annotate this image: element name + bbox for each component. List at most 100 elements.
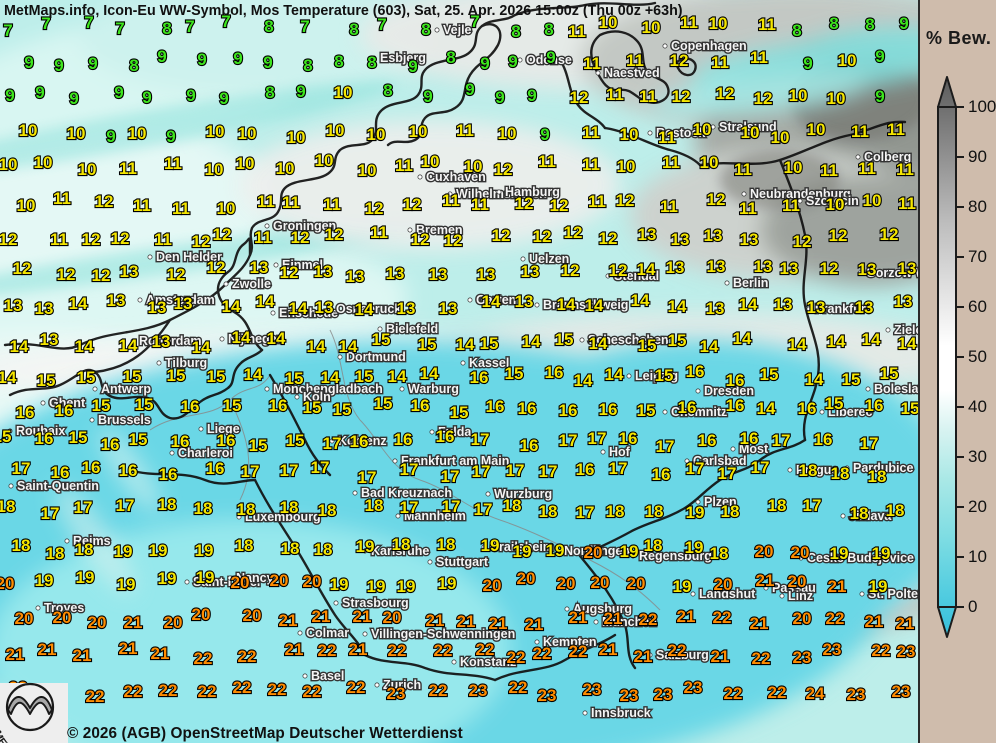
svg-text:11: 11 [568,22,586,41]
svg-text:17: 17 [74,498,93,517]
svg-text:14: 14 [757,399,776,418]
svg-text:13: 13 [40,330,59,349]
svg-text:18: 18 [235,536,254,555]
svg-text:22: 22 [826,609,845,628]
svg-text:12: 12 [13,259,32,278]
svg-text:15: 15 [0,427,11,446]
svg-text:11: 11 [887,120,905,139]
svg-text:Linz: Linz [788,589,813,603]
svg-text:13: 13 [707,257,726,276]
svg-text:18: 18 [710,544,729,563]
svg-text:7: 7 [185,17,194,36]
svg-text:16: 16 [545,363,564,382]
svg-text:7: 7 [300,17,309,36]
svg-text:17: 17 [12,459,31,478]
svg-text:8: 8 [367,53,376,72]
svg-text:17: 17 [559,431,578,450]
svg-text:12: 12 [325,225,344,244]
svg-text:9: 9 [142,88,151,107]
svg-text:11: 11 [658,128,676,147]
svg-text:17: 17 [41,504,60,523]
svg-text:9: 9 [35,83,44,102]
svg-text:7: 7 [3,21,12,40]
svg-text:22: 22 [724,684,743,703]
svg-text:10: 10 [19,121,38,140]
svg-text:11: 11 [538,152,556,171]
svg-text:10: 10 [238,124,257,143]
svg-text:8: 8 [303,56,312,75]
svg-text:20: 20 [0,574,14,593]
svg-text:13: 13 [754,257,773,276]
svg-text:19: 19 [149,541,168,560]
svg-text:12: 12 [365,199,384,218]
svg-text:17: 17 [280,461,299,480]
svg-text:9: 9 [233,49,242,68]
svg-text:15: 15 [505,364,524,383]
svg-text:13: 13 [429,265,448,284]
svg-text:11: 11 [898,194,916,213]
svg-text:11: 11 [582,123,600,142]
svg-text:19: 19 [196,568,215,587]
svg-text:17: 17 [772,431,791,450]
svg-text:20: 20 [15,609,34,628]
svg-text:10: 10 [693,120,712,139]
svg-text:19: 19 [367,577,386,596]
svg-text:17: 17 [718,464,737,483]
svg-text:18: 18 [237,500,256,519]
svg-text:8: 8 [511,22,520,41]
svg-text:9: 9 [5,86,14,105]
svg-text:11: 11 [133,196,151,215]
svg-text:16: 16 [520,436,539,455]
svg-text:10: 10 [789,86,808,105]
svg-text:14: 14 [289,299,308,318]
svg-text:19: 19 [76,568,95,587]
svg-text:21: 21 [151,644,170,663]
svg-text:21: 21 [711,647,730,666]
svg-text:10: 10 [620,125,639,144]
svg-text:13: 13 [35,299,54,318]
svg-text:11: 11 [739,199,757,218]
svg-text:14: 14 [827,332,846,351]
svg-text:14: 14 [668,297,687,316]
svg-text:17: 17 [588,429,607,448]
svg-text:21: 21 [634,647,653,666]
svg-text:19: 19 [872,544,891,563]
svg-text:8: 8 [383,81,392,100]
svg-text:23: 23 [823,640,842,659]
svg-text:Berlin: Berlin [733,276,768,290]
svg-text:20: 20 [270,571,289,590]
svg-text:11: 11 [471,195,489,214]
svg-text:10: 10 [741,123,760,142]
svg-text:13: 13 [780,259,799,278]
svg-text:20: 20 [627,574,646,593]
svg-text:16: 16 [159,465,178,484]
svg-text:11: 11 [172,199,190,218]
svg-text:17: 17 [116,496,135,515]
svg-text:8: 8 [865,15,874,34]
svg-text:16: 16 [518,399,537,418]
svg-text:13: 13 [666,258,685,277]
svg-text:13: 13 [704,226,723,245]
svg-text:8: 8 [162,19,171,38]
svg-text:12: 12 [564,223,583,242]
svg-text:14: 14 [69,294,88,313]
svg-text:16: 16 [269,396,288,415]
svg-text:13: 13 [148,298,167,317]
svg-text:21: 21 [828,577,847,596]
svg-text:14: 14 [605,365,624,384]
svg-text:11: 11 [851,122,869,141]
svg-text:11: 11 [154,230,172,249]
svg-text:15: 15 [285,369,304,388]
svg-text:9: 9 [296,82,305,101]
svg-text:20: 20 [517,569,536,588]
svg-text:14: 14 [0,368,17,387]
svg-text:14: 14 [307,337,326,356]
svg-text:12: 12 [533,227,552,246]
svg-text:15: 15 [638,336,657,355]
svg-text:14: 14 [339,337,358,356]
svg-text:13: 13 [521,262,540,281]
svg-text:11: 11 [858,159,876,178]
svg-text:11: 11 [53,189,71,208]
svg-text:22: 22 [429,681,448,700]
svg-text:12: 12 [82,230,101,249]
